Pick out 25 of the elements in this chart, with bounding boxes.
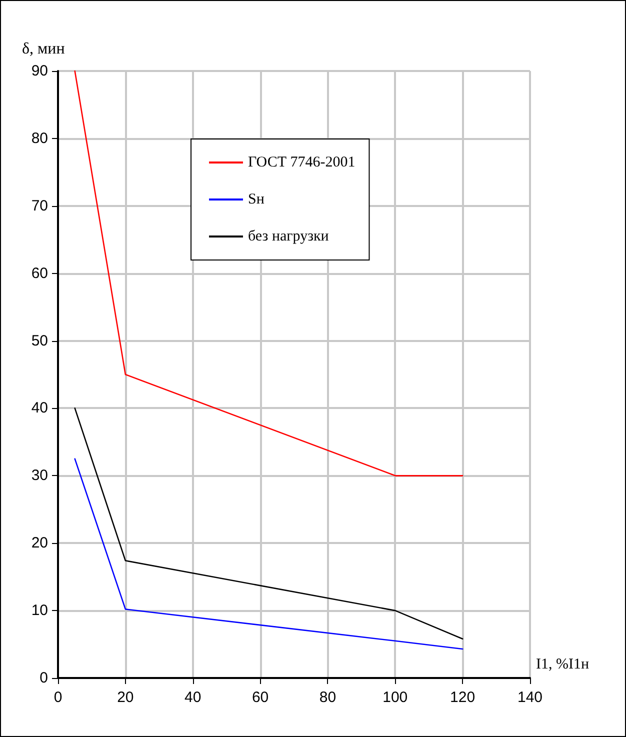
y-tick-label: 10 xyxy=(31,602,48,620)
x-tick-label: 120 xyxy=(450,689,476,706)
legend-label: ГОСТ 7746-2001 xyxy=(248,154,356,170)
y-tick-label: 50 xyxy=(31,332,48,350)
y-tick-label: 70 xyxy=(31,197,48,214)
y-tick-label: 30 xyxy=(31,467,48,484)
x-axis-title: I1, %I1н xyxy=(536,656,590,672)
y-axis-title: δ, мин xyxy=(22,40,66,58)
y-tick-label: 80 xyxy=(31,130,48,147)
x-tick-label: 80 xyxy=(319,689,336,706)
y-tick-label: 90 xyxy=(31,62,48,80)
y-tick-label: 60 xyxy=(31,264,48,282)
x-tick-label: 40 xyxy=(184,689,202,706)
x-tick-label: 0 xyxy=(54,689,62,706)
legend-label: Sн xyxy=(248,192,264,208)
y-tick-label: 40 xyxy=(31,400,48,417)
line-series xyxy=(74,408,464,640)
x-tick-label: 20 xyxy=(117,689,134,706)
y-tick-label: 0 xyxy=(40,670,48,686)
y-tick-label: 20 xyxy=(31,534,48,552)
x-tick-label: 140 xyxy=(517,689,543,706)
x-tick-label: 100 xyxy=(382,689,408,706)
x-tick-label: 60 xyxy=(252,689,269,706)
legend-label: без нагрузки xyxy=(248,228,329,244)
line-series xyxy=(74,458,464,650)
